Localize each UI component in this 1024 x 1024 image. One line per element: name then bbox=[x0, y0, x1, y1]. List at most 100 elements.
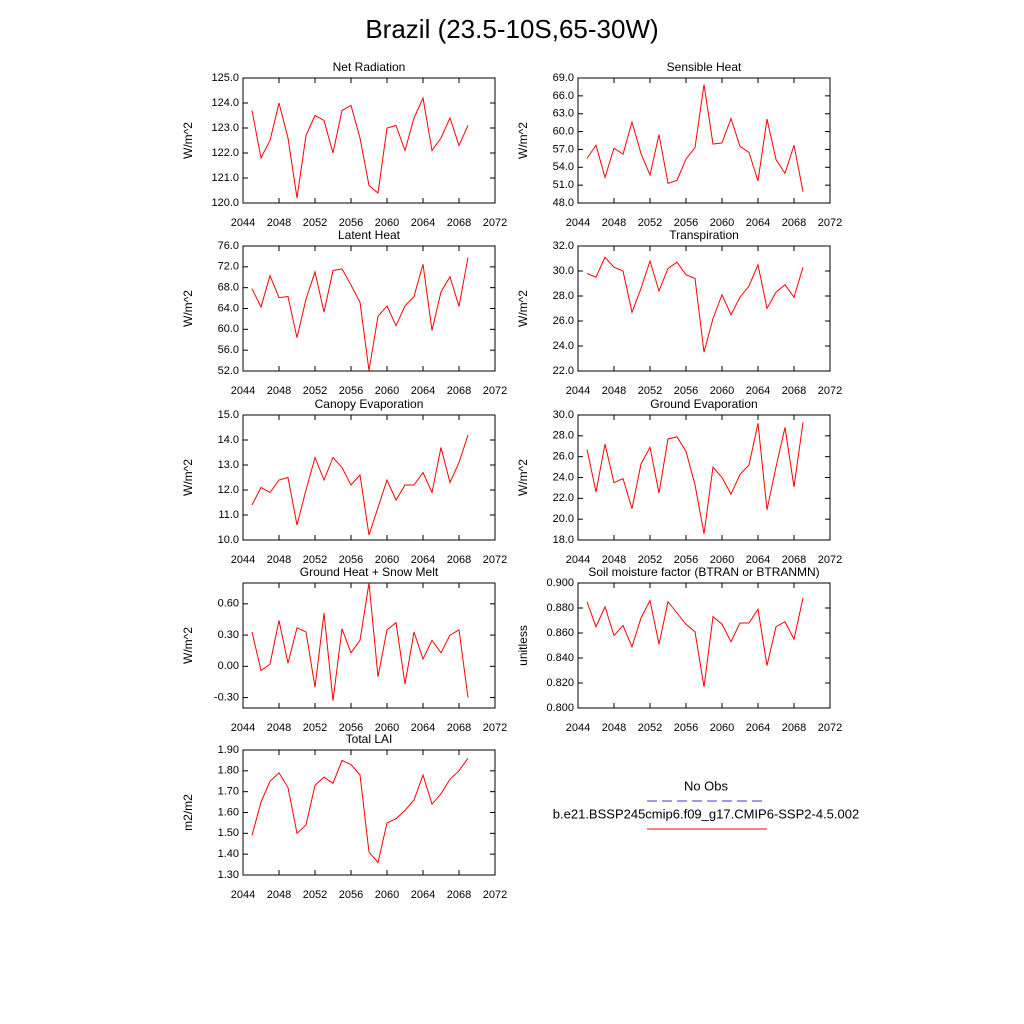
y-tick-label: 52.0 bbox=[218, 365, 239, 377]
panel: Canopy Evaporation W/m^2 10.0 11.0 12.0 13.0 1… bbox=[181, 397, 507, 566]
y-tick-label: 1.70 bbox=[218, 786, 239, 798]
x-tick-label: 2060 bbox=[375, 722, 399, 734]
y-tick-label: 0.840 bbox=[546, 652, 574, 664]
x-tick-label: 2044 bbox=[231, 889, 255, 901]
panel-title: Total LAI bbox=[346, 732, 393, 746]
x-tick-label: 2052 bbox=[303, 889, 327, 901]
x-tick-label: 2068 bbox=[447, 217, 471, 229]
x-tick-label: 2064 bbox=[746, 217, 770, 229]
y-tick-label: 124.0 bbox=[211, 97, 239, 109]
x-tick-label: 2056 bbox=[674, 217, 698, 229]
data-line bbox=[586, 597, 804, 687]
y-tick-label: 1.80 bbox=[218, 765, 239, 777]
x-tick-label: 2044 bbox=[566, 554, 590, 566]
y-tick-label: 57.0 bbox=[553, 143, 574, 155]
panel-title: Ground Heat + Snow Melt bbox=[300, 565, 439, 579]
y-tick-label: 30.0 bbox=[553, 409, 574, 421]
x-tick-label: 2068 bbox=[782, 385, 806, 397]
x-tick-label: 2068 bbox=[447, 385, 471, 397]
x-tick-label: 2064 bbox=[411, 889, 435, 901]
data-line bbox=[251, 758, 469, 864]
data-line bbox=[251, 582, 469, 701]
x-tick-label: 2072 bbox=[483, 889, 507, 901]
panel-title: Transpiration bbox=[669, 228, 739, 242]
y-tick-label: 60.0 bbox=[218, 323, 239, 335]
y-tick-label: 0.880 bbox=[546, 602, 574, 614]
y-tick-label: 1.30 bbox=[218, 869, 239, 881]
x-tick-label: 2056 bbox=[339, 889, 363, 901]
x-tick-label: 2064 bbox=[411, 217, 435, 229]
x-tick-label: 2072 bbox=[818, 385, 842, 397]
x-tick-label: 2048 bbox=[602, 554, 626, 566]
data-line bbox=[586, 256, 804, 353]
plot-frame bbox=[577, 582, 831, 709]
plot-frame bbox=[577, 77, 831, 204]
x-tick-label: 2048 bbox=[602, 722, 626, 734]
y-tick-label: 63.0 bbox=[553, 108, 574, 120]
x-tick-label: 2056 bbox=[339, 554, 363, 566]
y-tick-label: 76.0 bbox=[218, 240, 239, 252]
x-tick-label: 2044 bbox=[566, 217, 590, 229]
y-tick-label: 125.0 bbox=[211, 72, 239, 84]
y-tick-label: 69.0 bbox=[553, 72, 574, 84]
plot-frame bbox=[242, 77, 496, 204]
x-tick-label: 2044 bbox=[566, 722, 590, 734]
y-tick-label: 60.0 bbox=[553, 125, 574, 137]
x-tick-label: 2068 bbox=[782, 217, 806, 229]
x-tick-label: 2072 bbox=[818, 554, 842, 566]
x-tick-label: 2064 bbox=[411, 385, 435, 397]
page-title: Brazil (23.5-10S,65-30W) bbox=[365, 14, 658, 44]
y-tick-label: 1.90 bbox=[218, 744, 239, 756]
plot-frame bbox=[242, 414, 496, 541]
x-tick-label: 2052 bbox=[638, 554, 662, 566]
y-tick-label: 22.0 bbox=[553, 492, 574, 504]
y-tick-label: 0.820 bbox=[546, 677, 574, 689]
x-tick-label: 2060 bbox=[710, 722, 734, 734]
y-axis-label: unitless bbox=[516, 625, 530, 666]
y-tick-label: -0.30 bbox=[214, 691, 239, 703]
x-tick-label: 2068 bbox=[447, 554, 471, 566]
x-tick-label: 2064 bbox=[746, 385, 770, 397]
y-tick-label: 120.0 bbox=[211, 197, 239, 209]
x-tick-label: 2056 bbox=[339, 217, 363, 229]
panel: Sensible Heat W/m^2 48.0 51.0 54.0 57.0 60.0 63… bbox=[516, 60, 842, 229]
legend-label: b.e21.BSSP245cmip6.f09_g17.CMIP6-SSP2-4.… bbox=[553, 806, 859, 821]
x-tick-label: 2052 bbox=[303, 217, 327, 229]
y-tick-label: 28.0 bbox=[553, 290, 574, 302]
x-tick-label: 2044 bbox=[231, 217, 255, 229]
x-tick-label: 2048 bbox=[267, 217, 291, 229]
y-tick-label: 13.0 bbox=[218, 459, 239, 471]
panel: Transpiration W/m^2 22.0 24.0 26.0 28.0 30.0 32… bbox=[516, 228, 842, 397]
y-axis-label: W/m^2 bbox=[181, 290, 195, 327]
y-tick-label: 12.0 bbox=[218, 484, 239, 496]
y-tick-label: 72.0 bbox=[218, 261, 239, 273]
y-axis-label: m2/m2 bbox=[181, 794, 195, 831]
x-tick-label: 2048 bbox=[267, 385, 291, 397]
x-tick-label: 2060 bbox=[710, 385, 734, 397]
y-tick-label: 64.0 bbox=[218, 302, 239, 314]
x-tick-label: 2052 bbox=[638, 385, 662, 397]
y-axis-label: W/m^2 bbox=[181, 627, 195, 664]
y-tick-label: 0.30 bbox=[218, 629, 239, 641]
x-tick-label: 2072 bbox=[483, 385, 507, 397]
y-axis-label: W/m^2 bbox=[516, 122, 530, 159]
y-tick-label: 54.0 bbox=[553, 161, 574, 173]
y-tick-label: 32.0 bbox=[553, 240, 574, 252]
x-tick-label: 2056 bbox=[674, 385, 698, 397]
x-tick-label: 2052 bbox=[303, 554, 327, 566]
y-tick-label: 1.40 bbox=[218, 848, 239, 860]
data-line bbox=[586, 422, 804, 534]
x-tick-label: 2044 bbox=[231, 722, 255, 734]
y-tick-label: 0.60 bbox=[218, 598, 239, 610]
panel: Latent Heat W/m^2 52.0 56.0 60.0 64.0 68.0 72.0… bbox=[181, 228, 507, 397]
x-tick-label: 2060 bbox=[375, 217, 399, 229]
x-tick-label: 2060 bbox=[375, 385, 399, 397]
y-tick-label: 22.0 bbox=[553, 365, 574, 377]
data-line bbox=[251, 96, 469, 199]
x-tick-label: 2060 bbox=[710, 554, 734, 566]
y-tick-label: 24.0 bbox=[553, 340, 574, 352]
y-tick-label: 48.0 bbox=[553, 197, 574, 209]
y-tick-label: 26.0 bbox=[553, 451, 574, 463]
panel: Net Radiation W/m^2 120.0 121.0 122.0 123.0 12… bbox=[181, 60, 507, 229]
